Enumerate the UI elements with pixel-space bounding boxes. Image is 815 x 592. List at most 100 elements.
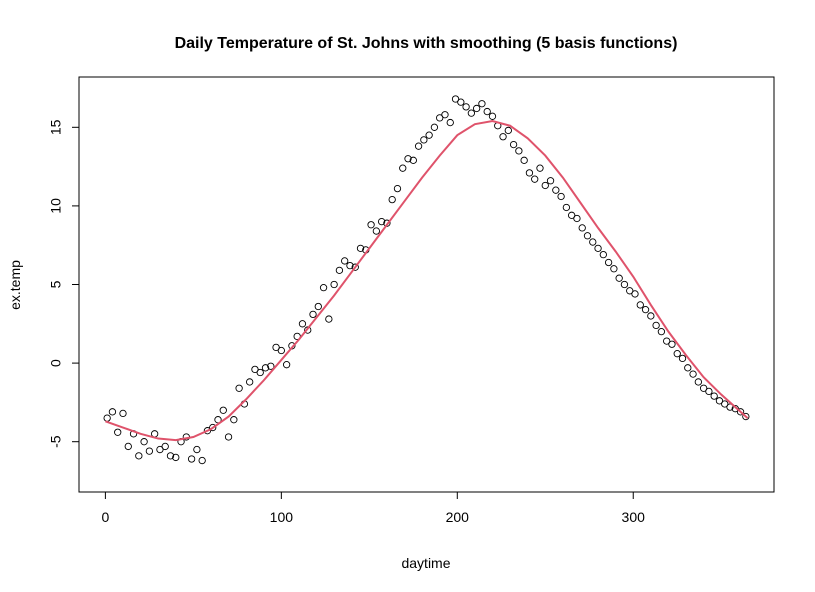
data-point [430,123,439,131]
data-point [156,445,164,454]
data-point [457,98,465,106]
data-point [256,368,264,377]
data-point [641,306,650,314]
y-tick-label: -5 [48,435,64,448]
data-point [135,452,143,460]
data-point [525,169,534,177]
data-point [736,408,745,416]
data-point [198,456,206,465]
data-point [203,427,212,435]
data-point [224,433,233,441]
data-point [166,452,175,460]
data-point [219,406,227,414]
data-point [604,258,613,267]
data-point [663,337,671,345]
chart-title: Daily Temperature of St. Johns with smoo… [175,35,678,52]
data-point [499,133,507,141]
smooth-line [105,119,749,442]
data-point [599,250,607,259]
data-point [710,392,718,400]
data-point [409,156,417,164]
data-point [325,315,333,323]
data-point [304,326,312,334]
data-point [589,238,597,246]
data-point [193,445,201,454]
data-point [140,438,148,446]
data-point [309,310,317,319]
data-point [267,362,275,370]
data-point [721,400,729,408]
data-point [393,184,402,193]
data-point [467,109,476,117]
data-point [652,321,660,330]
data-point [172,453,180,462]
y-tick-label: 10 [48,198,64,214]
data-point [261,364,270,372]
data-point [451,95,460,103]
data-point [705,387,713,396]
data-point [251,365,259,374]
data-point [341,257,349,265]
data-point [161,442,169,451]
data-point [509,140,518,149]
data-point [568,211,576,219]
data-point [414,142,423,150]
data-point [647,312,655,320]
data-points [103,95,750,465]
data-point [346,261,354,270]
data-point [626,287,634,295]
data-point [319,283,328,292]
data-point [578,224,586,232]
data-point [124,442,132,451]
data-point [441,111,449,119]
data-point [483,107,491,116]
x-tick-label: 300 [622,509,646,525]
data-point [425,131,433,139]
data-point [330,280,338,289]
data-point [399,164,407,172]
data-point [573,214,581,223]
data-point [694,378,702,386]
data-point [282,361,291,369]
data-point [114,428,122,436]
data-point [531,175,539,183]
data-point [119,409,127,418]
data-point [230,416,238,424]
data-point [594,244,602,252]
data-point [541,181,549,190]
data-point [103,414,111,422]
data-point [367,221,375,229]
data-point [699,384,708,392]
data-point [668,340,676,348]
y-tick-label: 5 [48,280,64,288]
data-point [689,370,697,378]
y-tick-label: 15 [48,119,64,135]
data-point [314,302,322,311]
data-point [631,290,639,298]
data-point [610,265,618,273]
data-point [715,397,724,405]
data-point [557,192,565,201]
data-point [536,164,544,172]
data-point [404,155,412,163]
data-point [520,156,528,164]
data-point [478,100,486,108]
data-point [678,354,687,363]
data-point [562,203,571,212]
x-tick-label: 0 [101,509,109,525]
data-point [615,274,623,282]
x-tick-label: 100 [270,509,294,525]
x-tick-label: 200 [446,509,470,525]
data-point [145,447,154,455]
data-point [436,114,444,122]
data-point [472,104,481,113]
data-point [583,232,592,240]
data-point [108,408,117,416]
data-point [462,103,470,111]
data-point [726,403,734,411]
data-point [673,350,681,358]
data-point [372,227,381,235]
data-point [209,423,217,432]
data-point [235,384,243,392]
